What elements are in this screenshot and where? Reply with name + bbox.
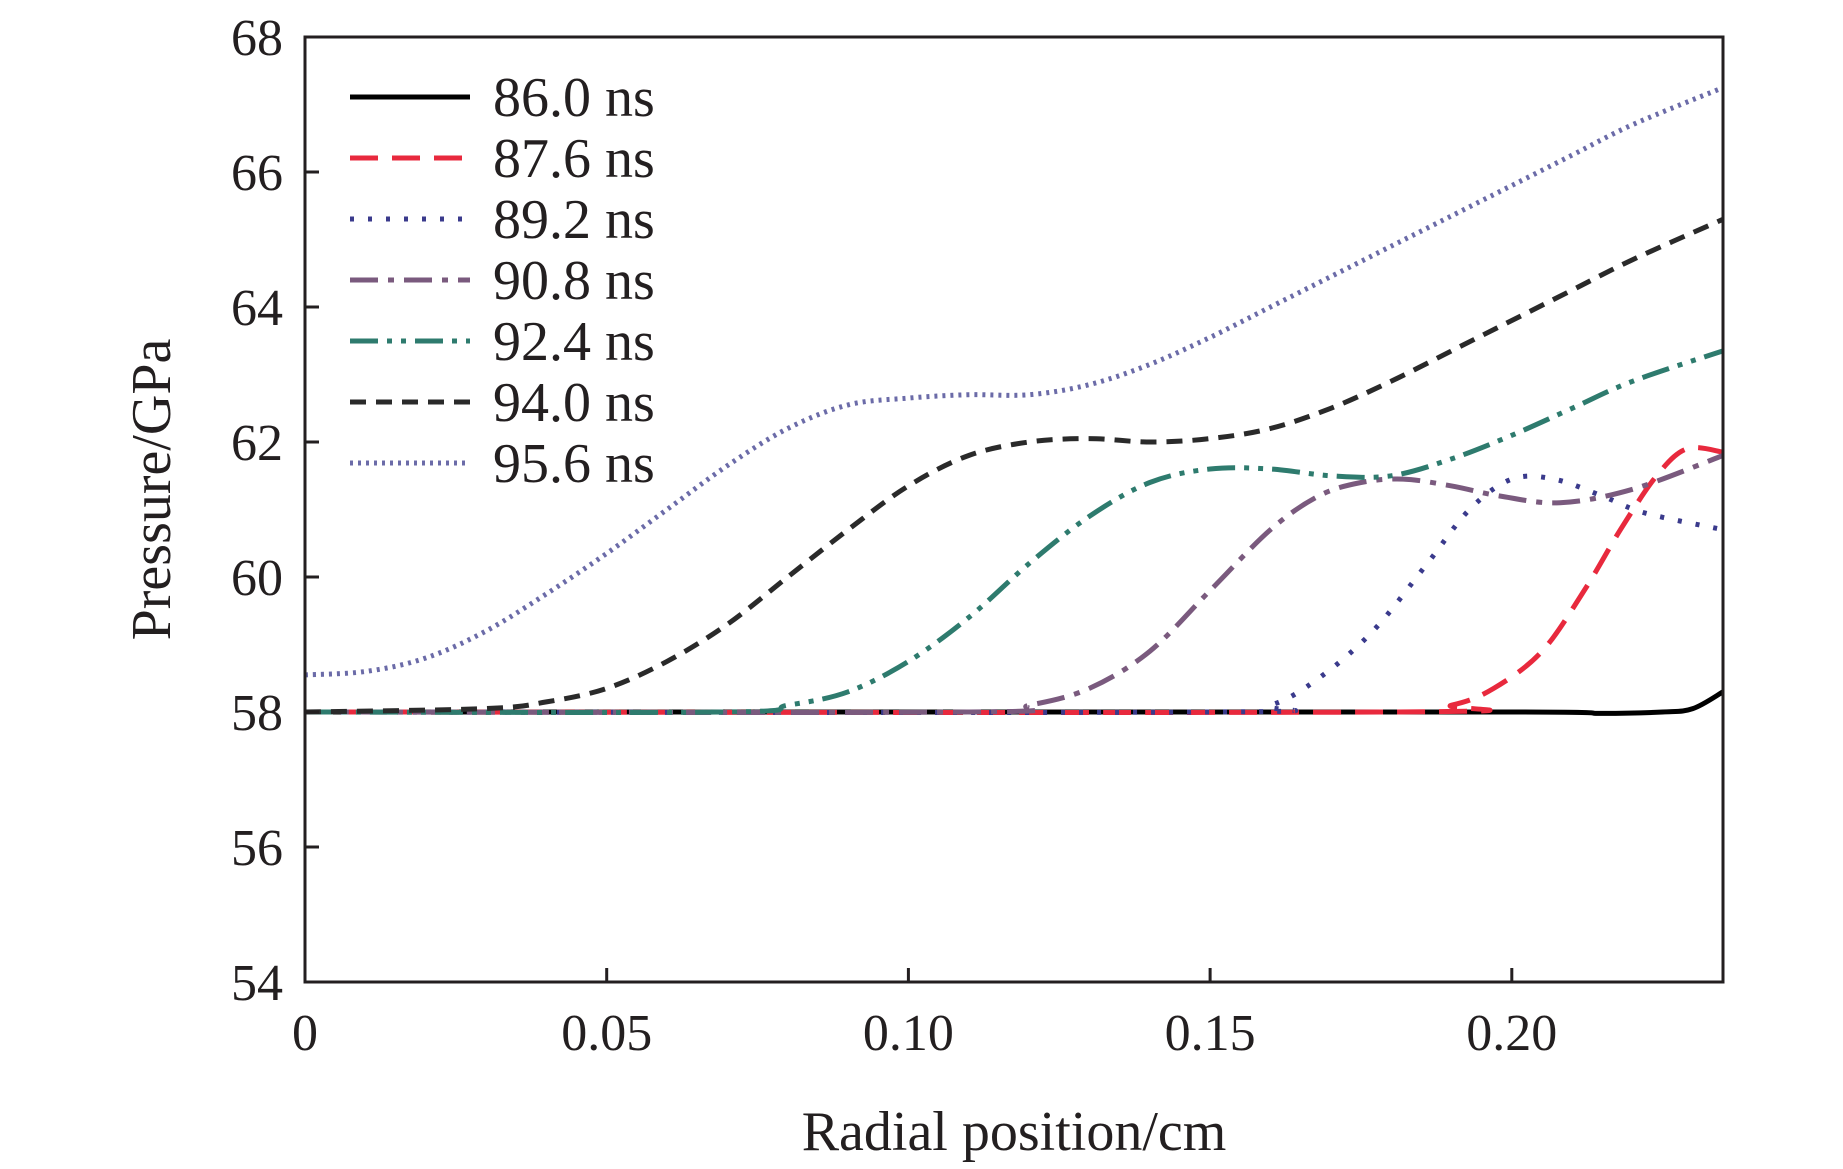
y-tick-label: 64 — [231, 280, 283, 337]
series-line-2 — [304, 473, 1724, 715]
x-tick-label: 0.10 — [863, 1005, 954, 1062]
axis-ticks: 0 0.05 0.10 0.15 0.20 54 56 58 60 62 64 66 68 — [231, 10, 1557, 1062]
series-line-6 — [304, 85, 1724, 678]
legend-label-1: 87.6 ns — [493, 128, 655, 190]
legend-label-4: 92.4 ns — [493, 311, 655, 373]
plot-frame — [303, 35, 1725, 984]
x-tick-label: 0.05 — [561, 1005, 652, 1062]
series-lines — [304, 85, 1725, 716]
y-tick-label: 56 — [231, 820, 283, 877]
legend-label-2: 89.2 ns — [493, 189, 655, 251]
y-axis-title: Pressure/GPa — [121, 338, 183, 640]
series-line-3 — [304, 453, 1724, 715]
series-line-4 — [304, 348, 1724, 715]
y-tick-label: 54 — [231, 955, 283, 1012]
x-tick-label: 0 — [292, 1005, 318, 1062]
legend-label-5: 94.0 ns — [493, 372, 655, 434]
x-tick-label: 0.20 — [1466, 1005, 1557, 1062]
legend-label-3: 90.8 ns — [493, 250, 655, 312]
y-tick-label: 58 — [231, 685, 283, 742]
series-line-1 — [304, 445, 1724, 715]
series-line-5 — [304, 217, 1725, 715]
x-tick-label: 0.15 — [1165, 1005, 1256, 1062]
y-tick-label: 66 — [231, 145, 283, 202]
legend-label-0: 86.0 ns — [493, 67, 655, 129]
y-tick-label: 62 — [231, 415, 283, 472]
y-tick-label: 68 — [231, 10, 283, 67]
x-axis-title: Radial position/cm — [802, 1101, 1227, 1163]
legend-label-6: 95.6 ns — [493, 433, 655, 495]
y-tick-label: 60 — [231, 550, 283, 607]
